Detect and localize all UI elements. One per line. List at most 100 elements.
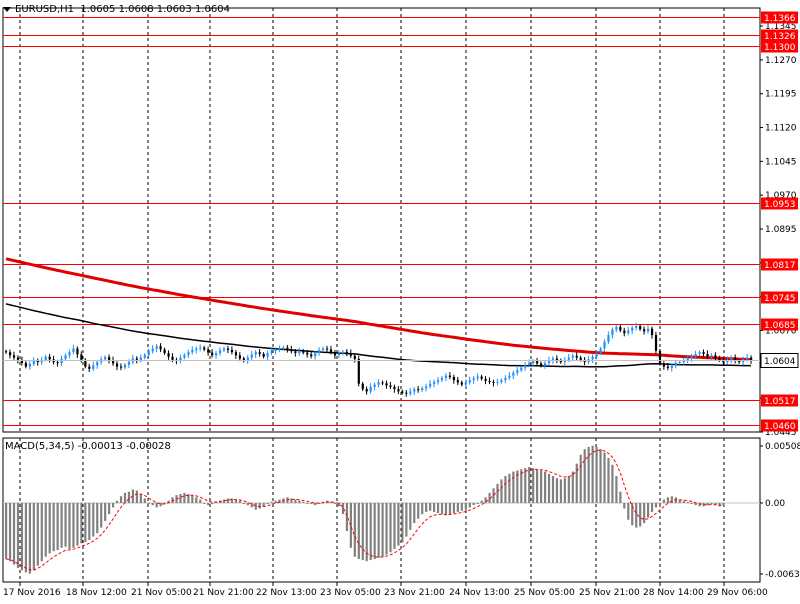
candle-bull — [678, 362, 681, 364]
candle-bear — [310, 354, 313, 357]
macd-histogram-bar — [143, 498, 146, 503]
macd-histogram-bar — [492, 488, 495, 503]
macd-histogram-bar — [599, 449, 602, 503]
candle-bull — [595, 353, 598, 357]
candle-bull — [532, 361, 535, 363]
level-price-badge — [761, 40, 798, 53]
macd-histogram-bar — [682, 500, 685, 503]
macd-main-value: -0.00013 — [77, 441, 123, 452]
candle-bull — [32, 360, 35, 364]
candle-bear — [135, 358, 138, 360]
candle-bear — [211, 352, 214, 356]
level-price-label: 1.0460 — [764, 422, 796, 432]
price-tick-label: 1.1045 — [765, 157, 797, 167]
candle-bear — [401, 391, 404, 393]
candle-bear — [702, 352, 705, 354]
candle-bull — [547, 360, 551, 363]
candle-bear — [12, 355, 16, 358]
macd-histogram-bar — [421, 502, 424, 515]
macd-histogram-bar — [369, 502, 372, 561]
macd-histogram-bar — [32, 502, 35, 571]
candle-bull — [191, 349, 194, 353]
macd-histogram-bar — [504, 476, 507, 503]
macd-histogram-bar — [579, 454, 582, 503]
macd-histogram-bar — [44, 502, 47, 557]
macd-histogram-bar — [64, 502, 67, 547]
candle-bear — [242, 358, 245, 361]
macd-histogram-bar — [563, 478, 566, 503]
level-price-badge — [761, 258, 798, 271]
candle-bull — [746, 357, 749, 360]
macd-histogram-bar — [262, 502, 265, 507]
macd-histogram-bar — [647, 502, 650, 518]
candle-bear — [48, 356, 51, 360]
candle-bear — [80, 354, 83, 360]
level-price-label: 1.0685 — [764, 321, 796, 331]
macd-histogram-bar — [246, 502, 249, 506]
candle-bull — [274, 349, 277, 351]
candle-bear — [286, 347, 289, 350]
candle-bull — [433, 381, 436, 384]
macd-histogram-bar — [345, 502, 349, 531]
macd-histogram-bar — [258, 502, 261, 509]
macd-histogram-bar — [123, 492, 127, 503]
candle-bull — [603, 341, 606, 349]
candle-bull — [694, 353, 697, 357]
macd-histogram-bar — [698, 502, 701, 507]
macd-histogram-bar — [464, 502, 467, 510]
candle-bear — [734, 357, 737, 361]
macd-histogram-bar — [694, 502, 697, 506]
candle-bear — [238, 355, 242, 359]
macd-histogram-bar — [329, 501, 333, 503]
macd-histogram-bar — [373, 502, 376, 559]
candle-bear — [714, 355, 717, 358]
macd-histogram-bar — [274, 500, 277, 503]
candle-bear — [750, 357, 753, 361]
macd-histogram-bar — [650, 502, 654, 512]
candle-bear — [559, 360, 563, 363]
candle-bear — [623, 330, 626, 334]
candle-bear — [722, 360, 725, 363]
candle-bull — [409, 391, 412, 394]
macd-histogram-bar — [222, 499, 226, 503]
candle-bear — [488, 381, 491, 383]
macd-histogram-bar — [24, 502, 28, 573]
moving-average-fast — [5, 303, 751, 368]
macd-histogram-bar — [571, 471, 574, 503]
macd-histogram-bar — [595, 446, 598, 503]
time-axis-label: 23 Nov 05:00 — [320, 588, 381, 598]
candle-bull — [322, 348, 325, 351]
candle-bear — [290, 349, 293, 352]
candle-bear — [230, 349, 234, 353]
time-axis-label: 29 Nov 06:00 — [707, 588, 768, 598]
candle-bull — [500, 380, 503, 382]
dropdown-triangle-icon[interactable] — [3, 6, 11, 12]
price-tick-label: 1.0445 — [765, 428, 797, 438]
level-price-label: 1.1326 — [764, 32, 796, 42]
candle-bull — [143, 354, 146, 358]
candle-bull — [468, 380, 471, 383]
candle-bear — [84, 359, 87, 367]
macd-histogram-bar — [187, 493, 190, 503]
macd-axis-label: 0.00508 — [765, 442, 800, 452]
macd-histogram-bar — [528, 467, 531, 503]
macd-histogram-bar — [639, 502, 642, 527]
candle-bull — [512, 372, 515, 376]
macd-histogram-bar — [623, 502, 626, 509]
macd-histogram-bar — [20, 502, 24, 571]
candle-bull — [298, 350, 301, 354]
macd-histogram-bar — [365, 502, 368, 562]
macd-histogram-bar — [615, 476, 618, 503]
macd-histogram-bar — [520, 469, 523, 503]
candle-bear — [650, 328, 654, 336]
candle-bull — [551, 358, 555, 361]
level-price-badge — [761, 291, 798, 304]
macd-histogram-bar — [72, 502, 75, 548]
macd-histogram-bar — [555, 478, 559, 503]
time-axis-label: 21 Nov 05:00 — [131, 588, 192, 598]
candle-bull — [341, 351, 345, 354]
candle-bear — [575, 355, 578, 358]
level-price-badge — [761, 197, 798, 210]
